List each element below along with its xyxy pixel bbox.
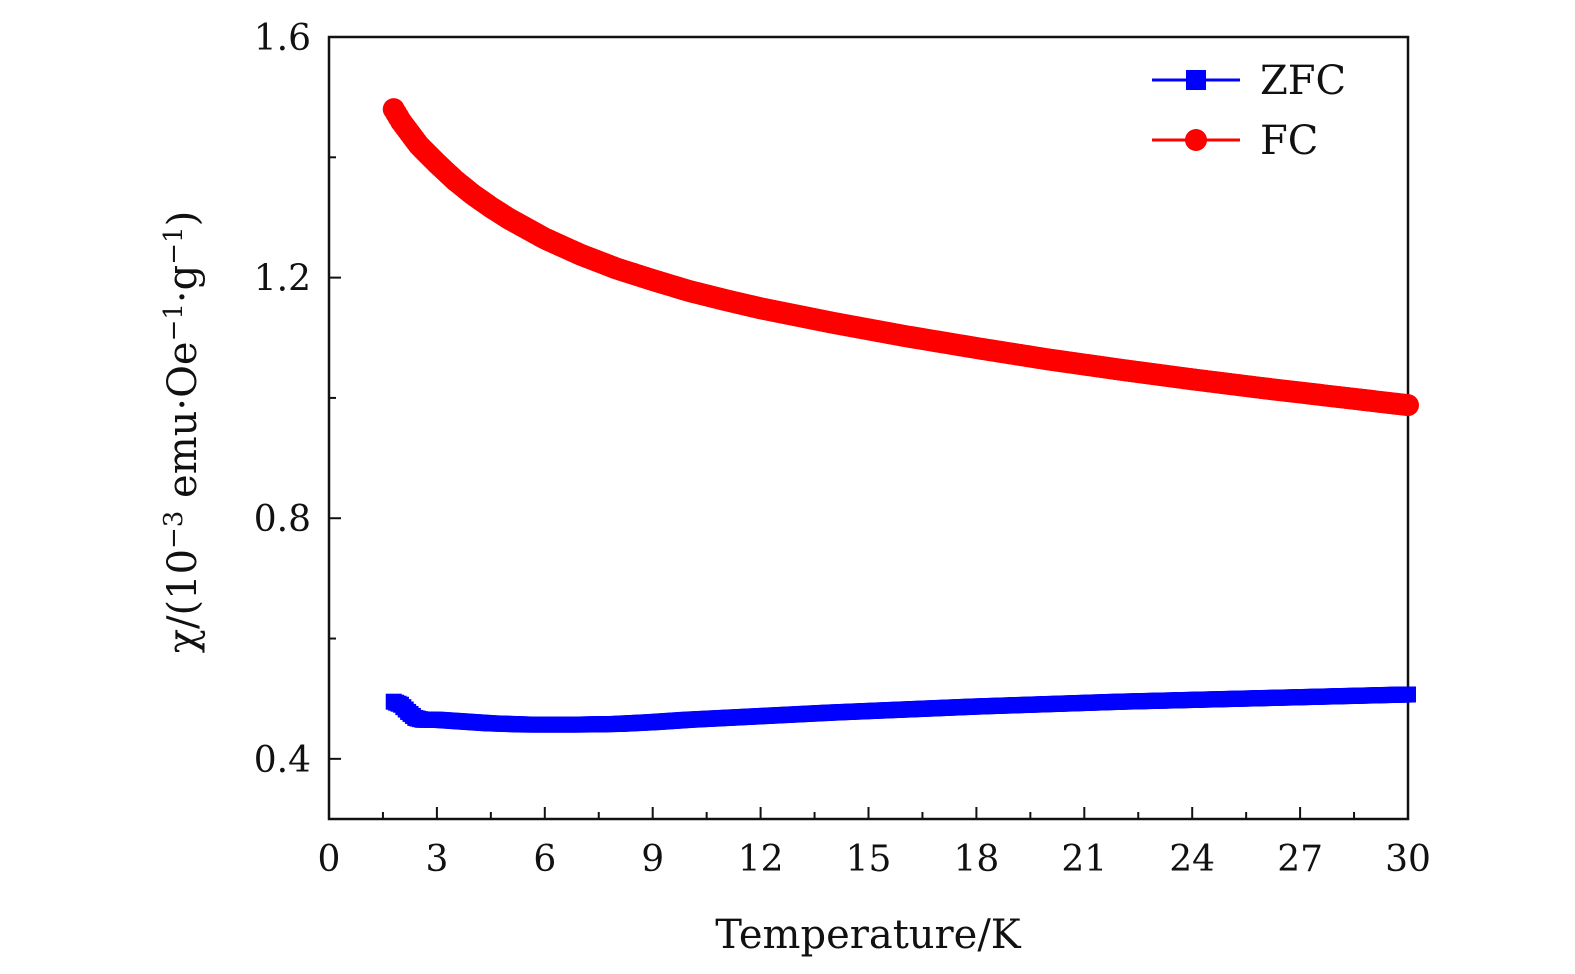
y-axis-label-prefix: χ/(10	[160, 549, 206, 653]
y-axis-label-exp3: −1	[159, 226, 189, 264]
legend: ZFC FC	[1152, 58, 1346, 164]
x-axis-label: Temperature/K	[715, 912, 1022, 958]
legend-fc-label: FC	[1260, 118, 1318, 164]
fc-point	[1397, 394, 1419, 417]
zfc-point	[1400, 686, 1416, 703]
x-tick-label: 30	[1385, 839, 1431, 880]
data-series	[382, 98, 1419, 733]
legend-fc-circle-marker	[1185, 129, 1207, 151]
y-tick-labels: 0.4 0.8 1.2 1.6	[254, 18, 311, 781]
x-tick-label: 6	[533, 839, 556, 880]
y-axis-label-suffix: )	[160, 211, 206, 227]
axis-ticks	[328, 36, 1409, 819]
x-tick-label: 0	[318, 839, 341, 880]
y-axis-label-exp1: −3	[159, 511, 189, 549]
y-axis-label-exp2: −1	[159, 303, 189, 341]
legend-item-fc: FC	[1152, 118, 1318, 164]
legend-zfc-label: ZFC	[1260, 58, 1346, 104]
x-tick-label: 12	[738, 839, 784, 880]
y-axis-label: χ/(10−3 emu·Oe−1·g−1)	[159, 211, 206, 653]
x-tick-labels: 0 3 6 9 12 15 18 21 24 27 30	[318, 839, 1431, 880]
x-tick-label: 15	[846, 839, 892, 880]
legend-zfc-square-marker	[1186, 70, 1206, 90]
y-tick-label: 0.8	[254, 499, 311, 540]
legend-item-zfc: ZFC	[1152, 58, 1346, 104]
y-axis-label-mid1: emu·Oe	[160, 341, 206, 510]
series-fc	[382, 98, 1419, 417]
x-tick-label: 9	[641, 839, 664, 880]
y-axis-label-mid2: ·g	[160, 265, 206, 303]
y-tick-label: 0.4	[254, 740, 311, 781]
y-tick-label: 1.6	[254, 18, 311, 59]
x-tick-label: 24	[1169, 839, 1215, 880]
x-tick-label: 3	[425, 839, 448, 880]
x-tick-label: 27	[1277, 839, 1323, 880]
y-tick-label: 1.2	[254, 259, 311, 300]
series-zfc	[385, 686, 1416, 733]
x-tick-label: 21	[1061, 839, 1107, 880]
x-tick-label: 18	[953, 839, 999, 880]
